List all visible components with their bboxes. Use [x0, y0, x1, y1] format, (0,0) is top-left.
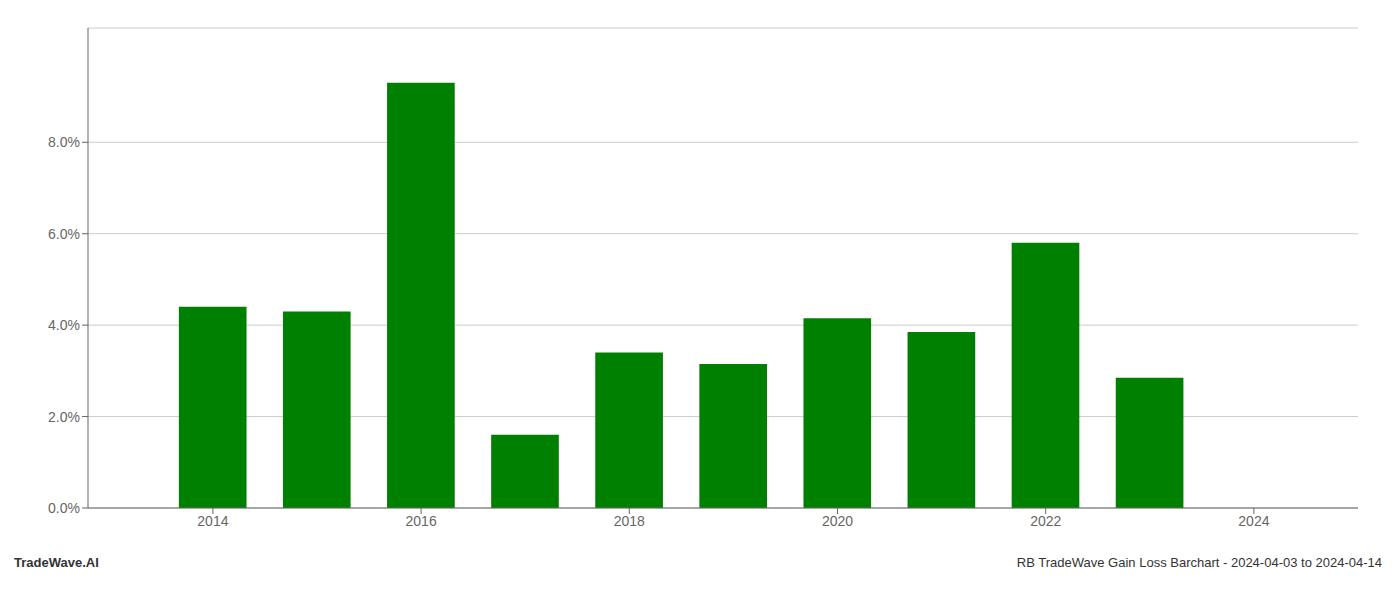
html-text:TradeWave.AI: TradeWave.AI: [14, 555, 99, 570]
svg-text:4.0%: 4.0%: [48, 317, 80, 333]
svg-text:2020: 2020: [822, 513, 853, 529]
svg-text:2024: 2024: [1238, 513, 1269, 529]
html-text:RB TradeWave Gain Loss Barchar: RB TradeWave Gain Loss Barchart - 2024-0…: [1016, 555, 1382, 570]
svg-text:2016: 2016: [406, 513, 437, 529]
svg-text:2.0%: 2.0%: [48, 409, 80, 425]
svg-text:6.0%: 6.0%: [48, 226, 80, 242]
svg-text:0.0%: 0.0%: [48, 500, 80, 516]
svg-text:2018: 2018: [614, 513, 645, 529]
svg-text:2022: 2022: [1030, 513, 1061, 529]
svg-text:8.0%: 8.0%: [48, 134, 80, 150]
svg-text:2014: 2014: [197, 513, 228, 529]
